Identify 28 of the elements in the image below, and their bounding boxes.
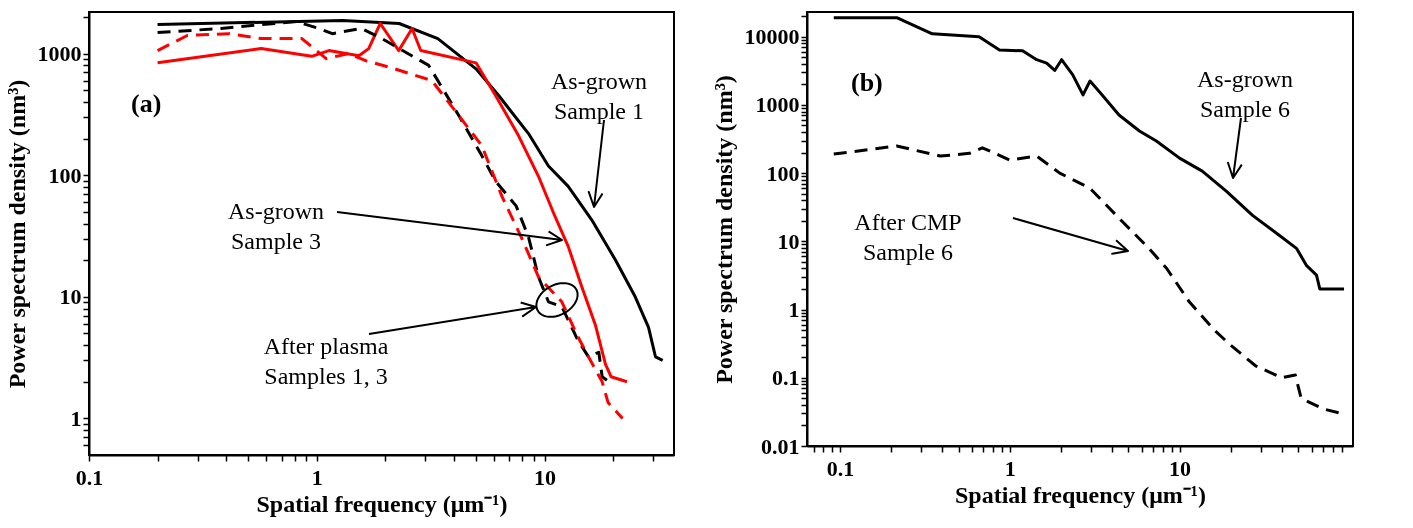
annotation: (b) bbox=[851, 68, 883, 97]
y-tick-label: 10 bbox=[777, 228, 800, 254]
x-tick-label: 1 bbox=[1004, 455, 1016, 481]
y-tick-label: 100 bbox=[766, 160, 800, 186]
x-tick-label: 0.1 bbox=[75, 464, 104, 490]
y-tick-label: 10 bbox=[59, 284, 82, 310]
y-tick-label: 1000 bbox=[755, 92, 800, 118]
annotation: As-grown Sample 6 bbox=[1197, 66, 1293, 122]
y-tick-label: 100 bbox=[48, 162, 82, 188]
x-tick-label: 0.1 bbox=[826, 455, 855, 481]
y-tick-label: 1 bbox=[788, 297, 800, 323]
annotation: After CMP Sample 6 bbox=[854, 209, 962, 265]
annotation: As-grown Sample 1 bbox=[551, 68, 647, 124]
annotation: After plasma Samples 1, 3 bbox=[263, 333, 389, 389]
y-axis-title: Power spectrum density (nm³) bbox=[710, 75, 737, 384]
x-tick-label: 10 bbox=[1169, 455, 1192, 481]
x-axis-title: Spatial frequency (μm⁻¹) bbox=[256, 490, 508, 517]
y-tick-label: 0.01 bbox=[761, 433, 800, 459]
x-tick-label: 1 bbox=[311, 464, 323, 490]
y-tick-label: 1 bbox=[70, 405, 82, 431]
annotation: (a) bbox=[131, 89, 162, 118]
annotation: As-grown Sample 3 bbox=[228, 198, 324, 254]
x-tick-label: 10 bbox=[534, 464, 557, 490]
y-tick-label: 10000 bbox=[744, 24, 800, 50]
x-axis-title: Spatial frequency (μm⁻¹) bbox=[954, 481, 1207, 508]
y-tick-label: 0.1 bbox=[772, 365, 800, 391]
y-tick-label: 1000 bbox=[37, 41, 82, 67]
y-axis-title: Power spectrum density (nm³) bbox=[3, 79, 30, 389]
